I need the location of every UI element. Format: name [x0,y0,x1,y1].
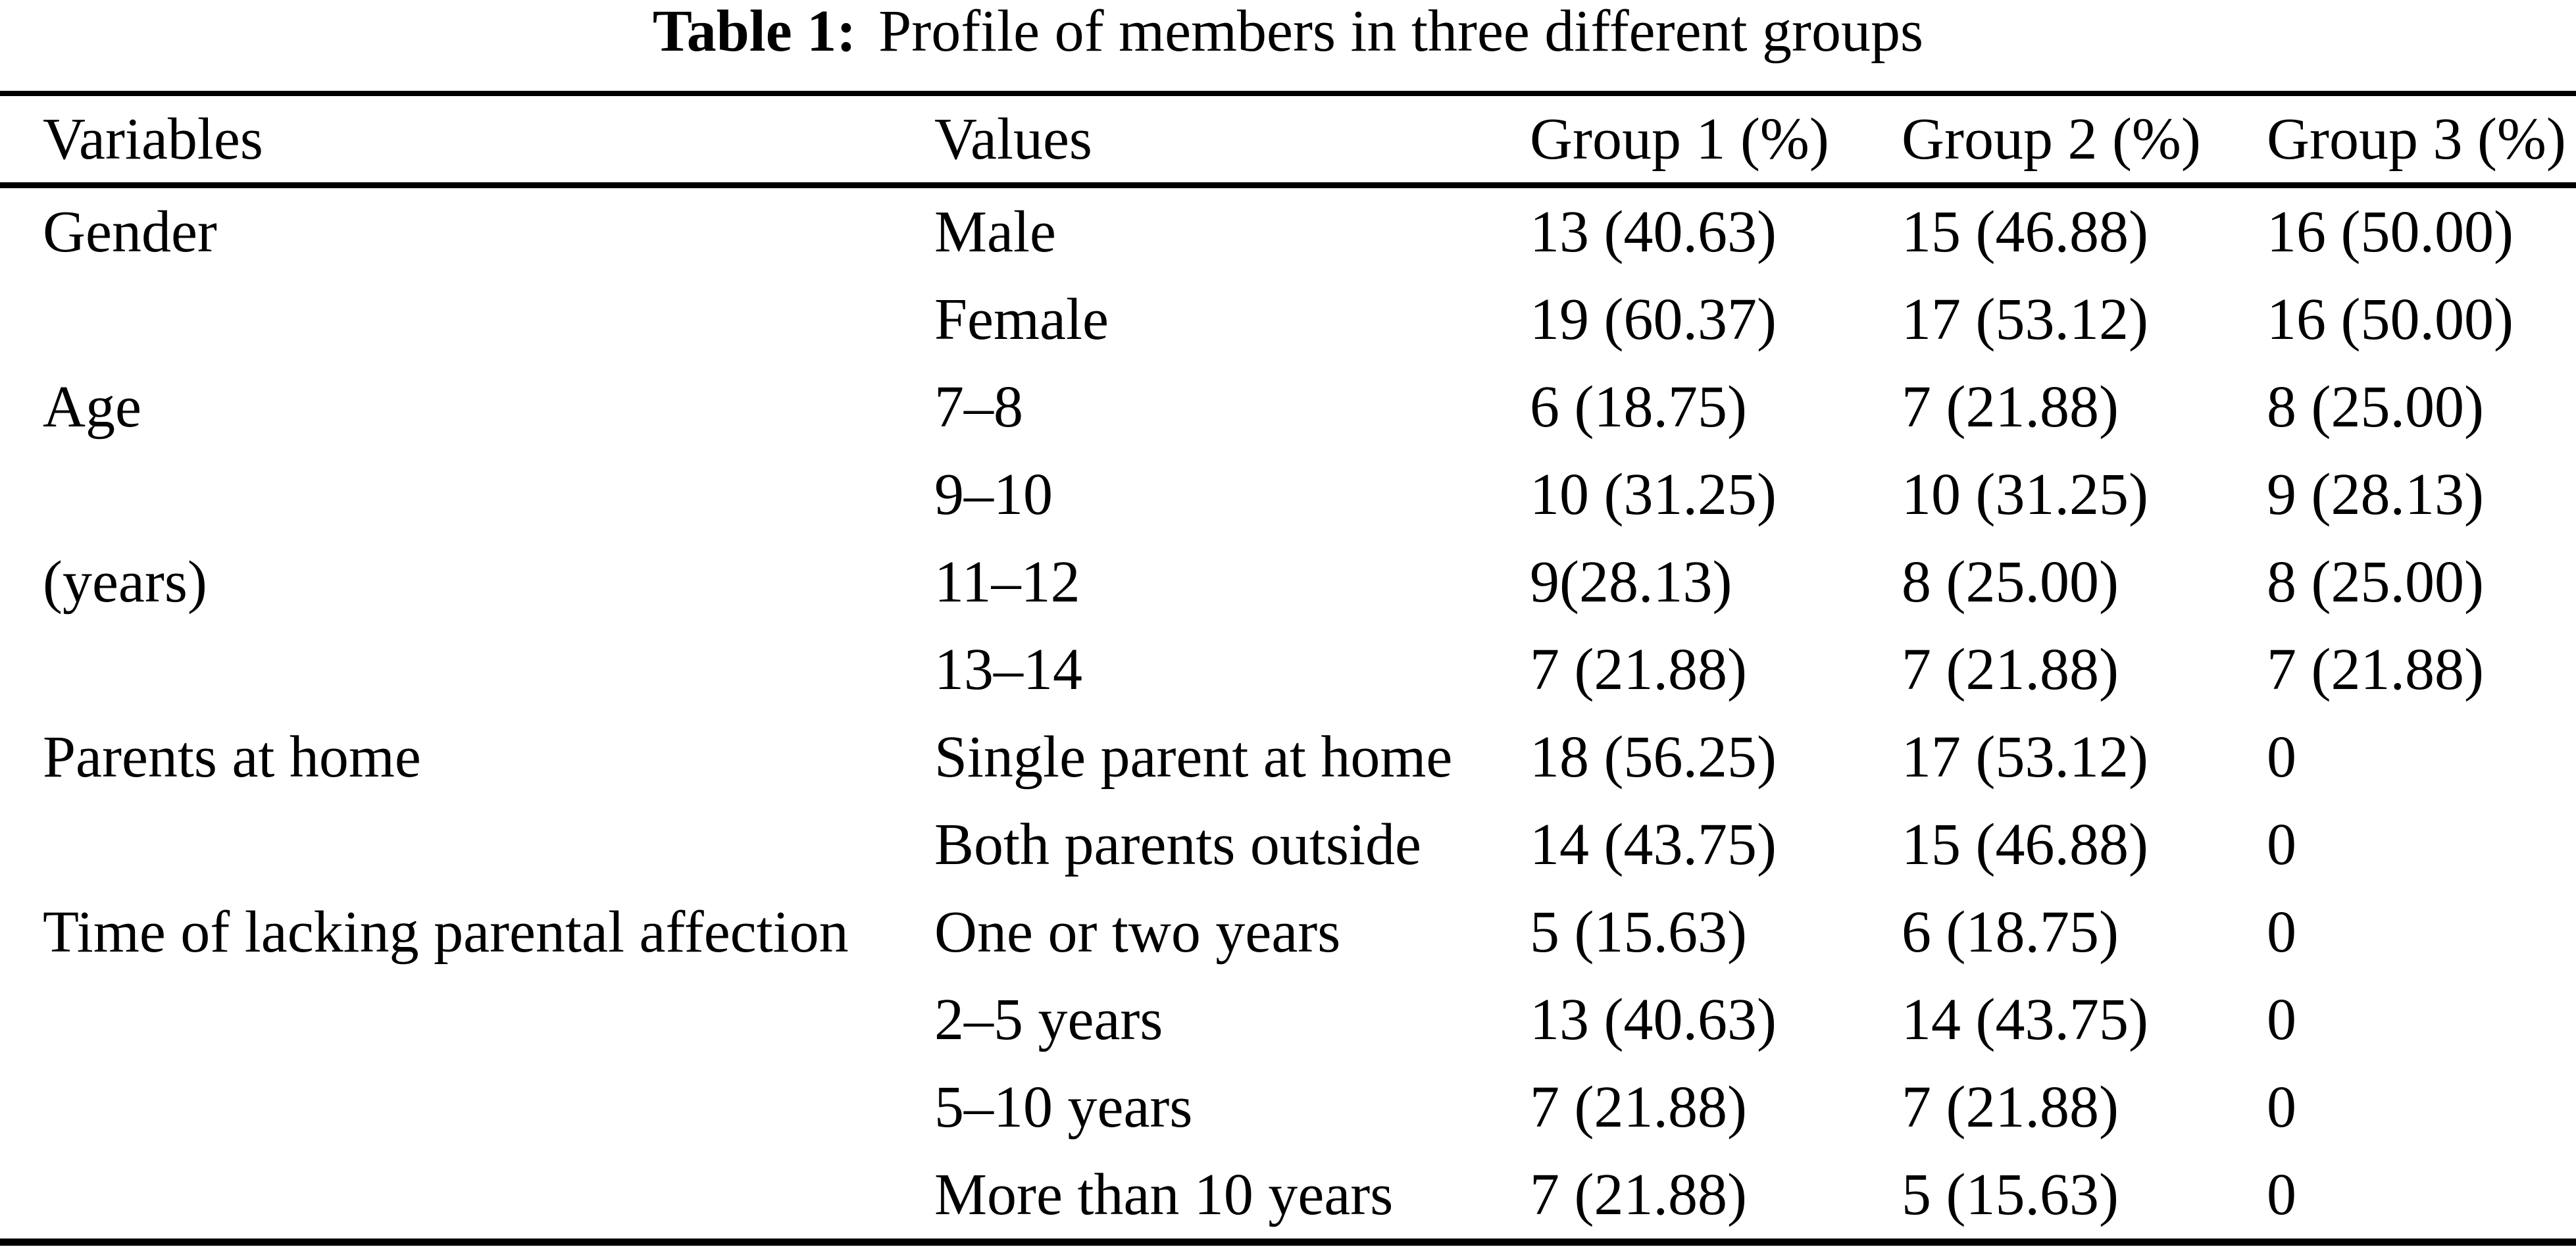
group2-cell: 7 (21.88) [1902,1075,2119,1140]
table-row: Female 19 (60.37) 17 (53.12) 16 (50.00) [0,276,2576,363]
group2-cell: 5 (15.63) [1902,1162,2119,1227]
value-cell: Female [934,287,1109,352]
group1-cell: 6 (18.75) [1530,374,1747,440]
table-row: 2–5 years 13 (40.63) 14 (43.75) 0 [0,976,2576,1063]
group1-cell: 13 (40.63) [1530,199,1777,265]
group3-cell: 8 (25.00) [2267,549,2484,615]
group2-cell: 7 (21.88) [1902,374,2119,440]
table-row: Parents at home Single parent at home 18… [0,713,2576,801]
column-header-variables: Variables [43,107,263,172]
table-caption-title: Profile of members in three different gr… [878,0,1924,64]
column-header-group3: Group 3 (%) [2267,107,2566,172]
group1-cell: 19 (60.37) [1530,287,1777,352]
group3-cell: 0 [2267,987,2296,1052]
group3-cell: 9 (28.13) [2267,462,2484,527]
table-row: (years) 11–12 9(28.13) 8 (25.00) 8 (25.0… [0,538,2576,626]
group3-cell: 0 [2267,725,2296,790]
value-cell: More than 10 years [934,1162,1394,1227]
value-cell: Male [934,199,1056,265]
table-row: 5–10 years 7 (21.88) 7 (21.88) 0 [0,1063,2576,1151]
group3-cell: 16 (50.00) [2267,287,2513,352]
table-caption-label: Table 1: [652,0,857,64]
table-row: Age 7–8 6 (18.75) 7 (21.88) 8 (25.00) [0,363,2576,451]
table-row: More than 10 years 7 (21.88) 5 (15.63) 0 [0,1151,2576,1238]
table-row: 9–10 10 (31.25) 10 (31.25) 9 (28.13) [0,451,2576,538]
group3-cell: 0 [2267,1162,2296,1227]
value-cell: 9–10 [934,462,1053,527]
group2-cell: 7 (21.88) [1902,637,2119,702]
group1-cell: 7 (21.88) [1530,637,1747,702]
value-cell: One or two years [934,900,1341,965]
table-row: 13–14 7 (21.88) 7 (21.88) 7 (21.88) [0,626,2576,713]
group1-cell: 10 (31.25) [1530,462,1777,527]
value-cell: Both parents outside [934,812,1421,877]
value-cell: 2–5 years [934,987,1163,1052]
group3-cell: 0 [2267,1075,2296,1140]
value-cell: 11–12 [934,549,1080,615]
variable-cell: Gender [43,199,217,265]
group2-cell: 15 (46.88) [1902,199,2148,265]
value-cell: 13–14 [934,637,1082,702]
group1-cell: 5 (15.63) [1530,900,1747,965]
group3-cell: 7 (21.88) [2267,637,2484,702]
group2-cell: 14 (43.75) [1902,987,2148,1052]
group1-cell: 18 (56.25) [1530,725,1777,790]
group2-cell: 15 (46.88) [1902,812,2148,877]
group1-cell: 7 (21.88) [1530,1162,1747,1227]
column-header-group1: Group 1 (%) [1530,107,1829,172]
group1-cell: 14 (43.75) [1530,812,1777,877]
bottom-rule [0,1238,2576,1246]
top-rule [0,91,2576,96]
variable-cell: Age [43,374,141,440]
group3-cell: 0 [2267,900,2296,965]
table-header-row: Variables Values Group 1 (%) Group 2 (%)… [0,96,2576,182]
group2-cell: 10 (31.25) [1902,462,2148,527]
variable-cell: Time of lacking parental affection [43,900,849,965]
group1-cell: 9(28.13) [1530,549,1732,615]
variable-cell: Parents at home [43,725,421,790]
value-cell: Single parent at home [934,725,1453,790]
value-cell: 5–10 years [934,1075,1193,1140]
group1-cell: 13 (40.63) [1530,987,1777,1052]
column-header-values: Values [934,107,1092,172]
table-row: Gender Male 13 (40.63) 15 (46.88) 16 (50… [0,188,2576,276]
group2-cell: 6 (18.75) [1902,900,2119,965]
group3-cell: 16 (50.00) [2267,199,2513,265]
table-row: Time of lacking parental affection One o… [0,888,2576,976]
group2-cell: 8 (25.00) [1902,549,2119,615]
group2-cell: 17 (53.12) [1902,287,2148,352]
value-cell: 7–8 [934,374,1023,440]
table-row: Both parents outside 14 (43.75) 15 (46.8… [0,801,2576,888]
group3-cell: 8 (25.00) [2267,374,2484,440]
variable-cell: (years) [43,549,207,615]
group3-cell: 0 [2267,812,2296,877]
header-rule [0,182,2576,188]
table-caption: Table 1: Profile of members in three dif… [0,0,2576,91]
column-header-group2: Group 2 (%) [1902,107,2201,172]
group2-cell: 17 (53.12) [1902,725,2148,790]
group1-cell: 7 (21.88) [1530,1075,1747,1140]
